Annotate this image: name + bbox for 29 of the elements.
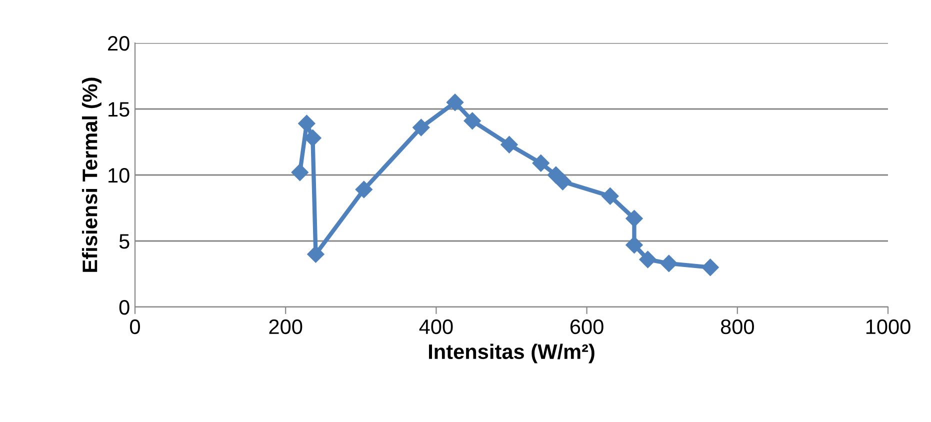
y-tick-label: 10 (108, 168, 130, 183)
point (446, 94, 464, 111)
y-tick-label: 0 (119, 300, 130, 315)
x-tick-label: 800 (720, 319, 754, 334)
point (532, 154, 550, 172)
point (639, 250, 656, 268)
y-tick-label: 20 (108, 36, 130, 51)
x-tick-label: 600 (570, 319, 604, 334)
y-tick-label: 5 (119, 234, 130, 249)
point (307, 246, 324, 263)
x-tick-label: 0 (130, 319, 140, 334)
point (500, 136, 518, 154)
x-axis-title: Intensitas (W/m²) (428, 344, 594, 364)
point (554, 173, 572, 190)
point (626, 210, 643, 228)
x-tick-label: 1000 (866, 319, 910, 334)
point (602, 188, 619, 205)
point (626, 236, 643, 254)
point (412, 118, 430, 136)
point (304, 129, 322, 147)
point (291, 164, 308, 181)
y-tick-label: 15 (108, 102, 130, 117)
point (702, 258, 719, 276)
y-axis-title: Efisiensi Termal (%) (82, 78, 102, 272)
x-tick-label: 400 (419, 319, 453, 334)
point (660, 254, 678, 272)
x-tick-label: 200 (269, 319, 302, 334)
point (355, 180, 372, 198)
point (464, 112, 481, 130)
